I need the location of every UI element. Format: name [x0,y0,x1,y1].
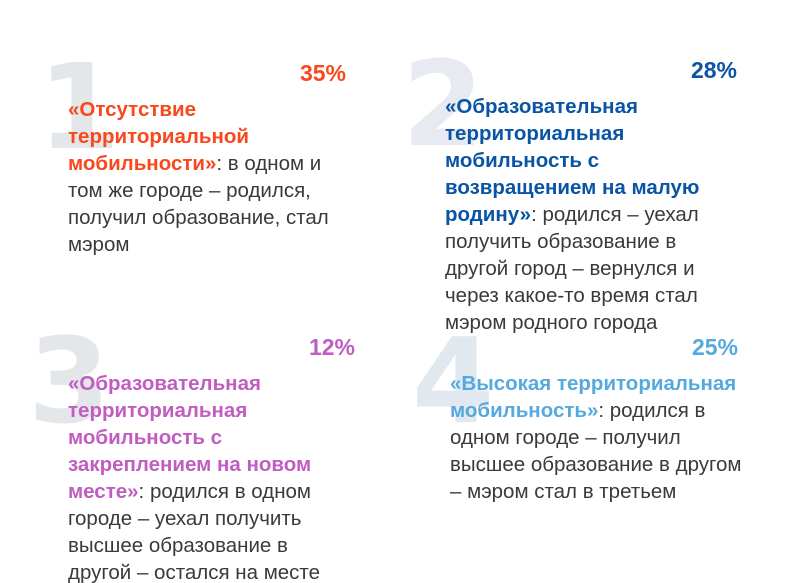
card-1-text: «Отсутствие территориальной мобильности»… [68,96,346,258]
card-3-percent: 12% [308,334,355,360]
card-2-percent: 28% [690,57,737,83]
card-1-big-number: 1 [38,38,120,176]
card-3-body: : родился в одном городе – уехал получит… [68,480,320,583]
card-4-body: : родился в одном городе – получил высше… [450,399,742,503]
card-3: 3 12% «Образовательная территориальная м… [25,322,355,583]
card-3-big-number: 3 [28,312,110,450]
card-2-body: : родился – уехал получить образование в… [445,203,699,334]
card-1: 1 35% «Отсутствие территориальной мобиль… [30,48,346,258]
card-3-content: 12% «Образовательная территориальная моб… [68,332,355,583]
card-1-title: «Отсутствие территориальной мобильности» [68,98,250,175]
card-4-text: «Высокая территориальная мобильность»: р… [450,370,742,505]
card-3-text: «Образовательная территориальная мобильн… [68,370,355,583]
card-2-title: «Образовательная территориальная мобильн… [445,95,700,226]
card-4-content: 25% «Высокая территориальная мобильность… [450,332,742,505]
card-4: 4 25% «Высокая территориальная мобильнос… [400,322,745,505]
card-1-body: : в одном и том же городе – родился, пол… [68,152,329,256]
card-2-text: «Образовательная территориальная мобильн… [445,93,745,336]
card-4-percent: 25% [691,334,738,360]
card-4-title: «Высокая территориальная мобильность» [450,372,737,422]
card-1-percent: 35% [299,60,346,86]
card-4-big-number: 4 [412,312,494,450]
card-3-title: «Образовательная территориальная мобильн… [68,372,312,503]
card-1-content: 35% «Отсутствие территориальной мобильно… [68,58,346,258]
card-2: 2 28% «Образовательная территориальная м… [400,45,745,336]
card-2-content: 28% «Образовательная территориальная моб… [445,55,745,336]
card-2-big-number: 2 [402,35,484,173]
